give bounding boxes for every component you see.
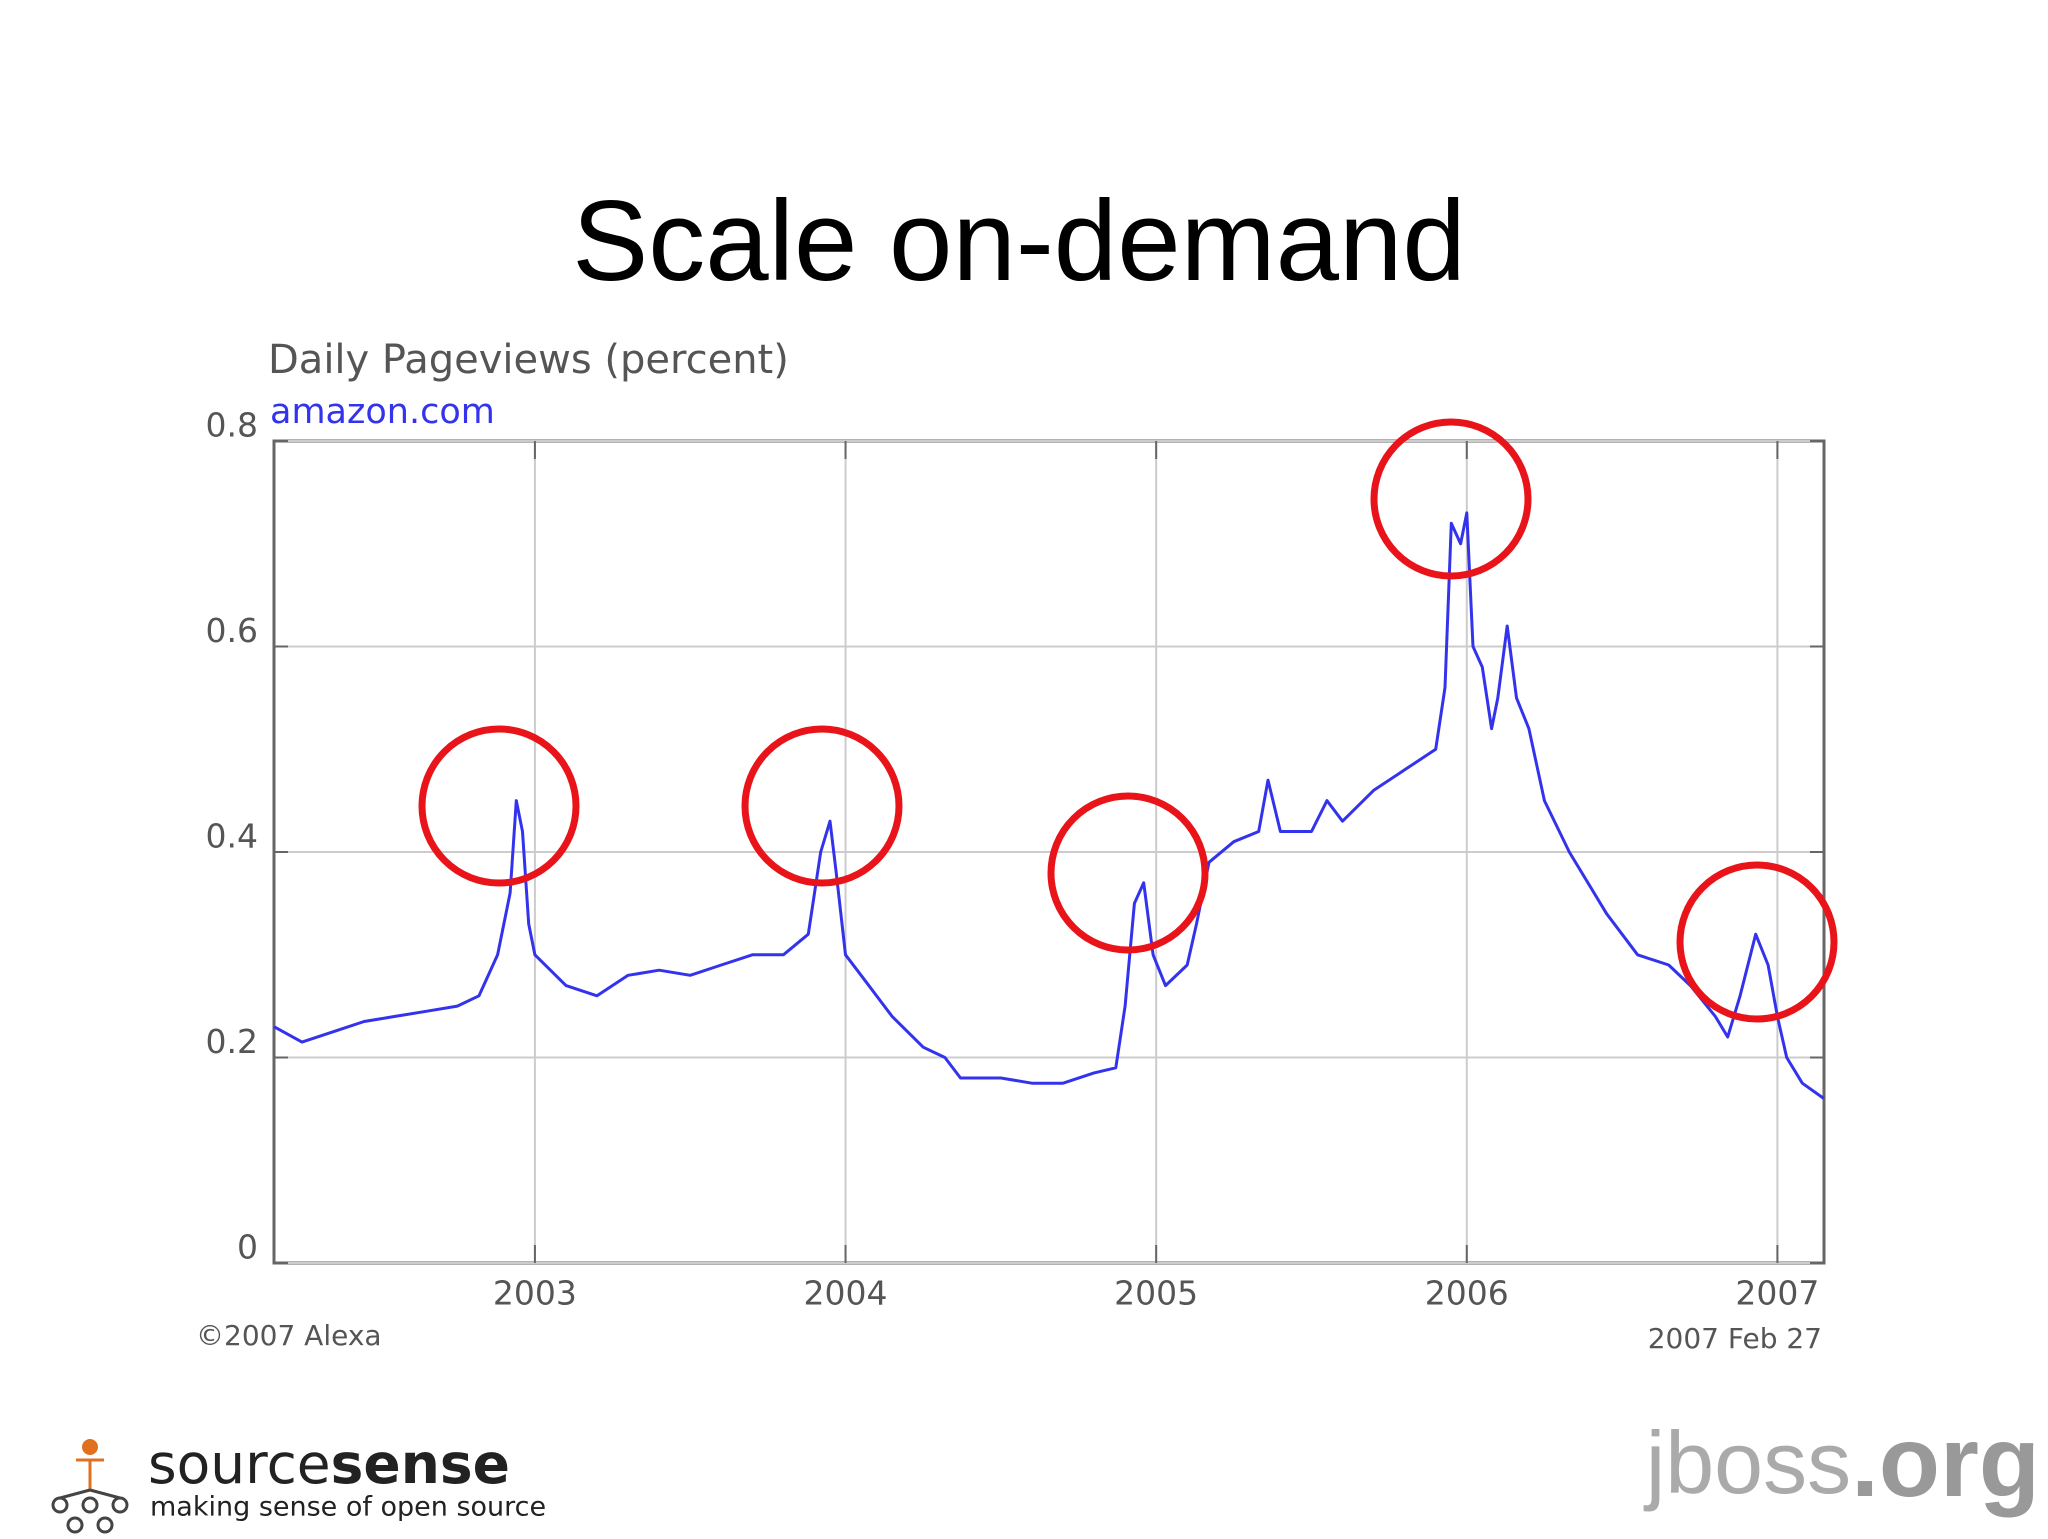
x-tick-label: 2004 [804, 1274, 888, 1313]
y-tick-label: 0.4 [206, 817, 258, 856]
highlight-circle [418, 725, 580, 887]
highlight-circle [1047, 792, 1209, 954]
logo-name-bold: sense [331, 1432, 510, 1496]
logo-name: sourcesense [148, 1432, 510, 1496]
x-tick-label: 2007 [1735, 1274, 1819, 1313]
chart-title: Daily Pageviews (percent) [268, 337, 789, 383]
jboss-logo: jboss.org [1643, 1406, 2040, 1518]
highlight-circle [1370, 418, 1532, 580]
x-tick-label: 2006 [1425, 1274, 1509, 1313]
highlight-circle [1676, 861, 1838, 1023]
slide-title: Scale on-demand [572, 178, 1466, 305]
logo-tagline: making sense of open source [150, 1492, 546, 1523]
highlight-circle [741, 725, 903, 887]
plot: 0 0.2 0.4 0.6 0.8 2003 2004 2005 2006 2007 [206, 406, 1826, 1313]
x-tick-label: 2003 [493, 1274, 577, 1313]
logo-icon [51, 1439, 129, 1534]
jboss-name: jboss [1643, 1413, 1851, 1512]
y-tick-label: 0.2 [206, 1022, 258, 1061]
y-tick-label: 0.6 [206, 611, 258, 650]
y-tick-label: 0.8 [206, 406, 258, 445]
jboss-suffix: .org [1851, 1406, 2040, 1518]
circles [418, 418, 1838, 1023]
footer-right: 2007 Feb 27 [1648, 1322, 1822, 1355]
y-tick-label: 0 [237, 1228, 258, 1267]
chart-subtitle: amazon.com [270, 392, 495, 432]
x-tick-label: 2005 [1114, 1274, 1198, 1313]
footer-left: ©2007 Alexa [196, 1319, 382, 1352]
line-series [273, 511, 1825, 1100]
logo-name-light: source [148, 1432, 331, 1496]
